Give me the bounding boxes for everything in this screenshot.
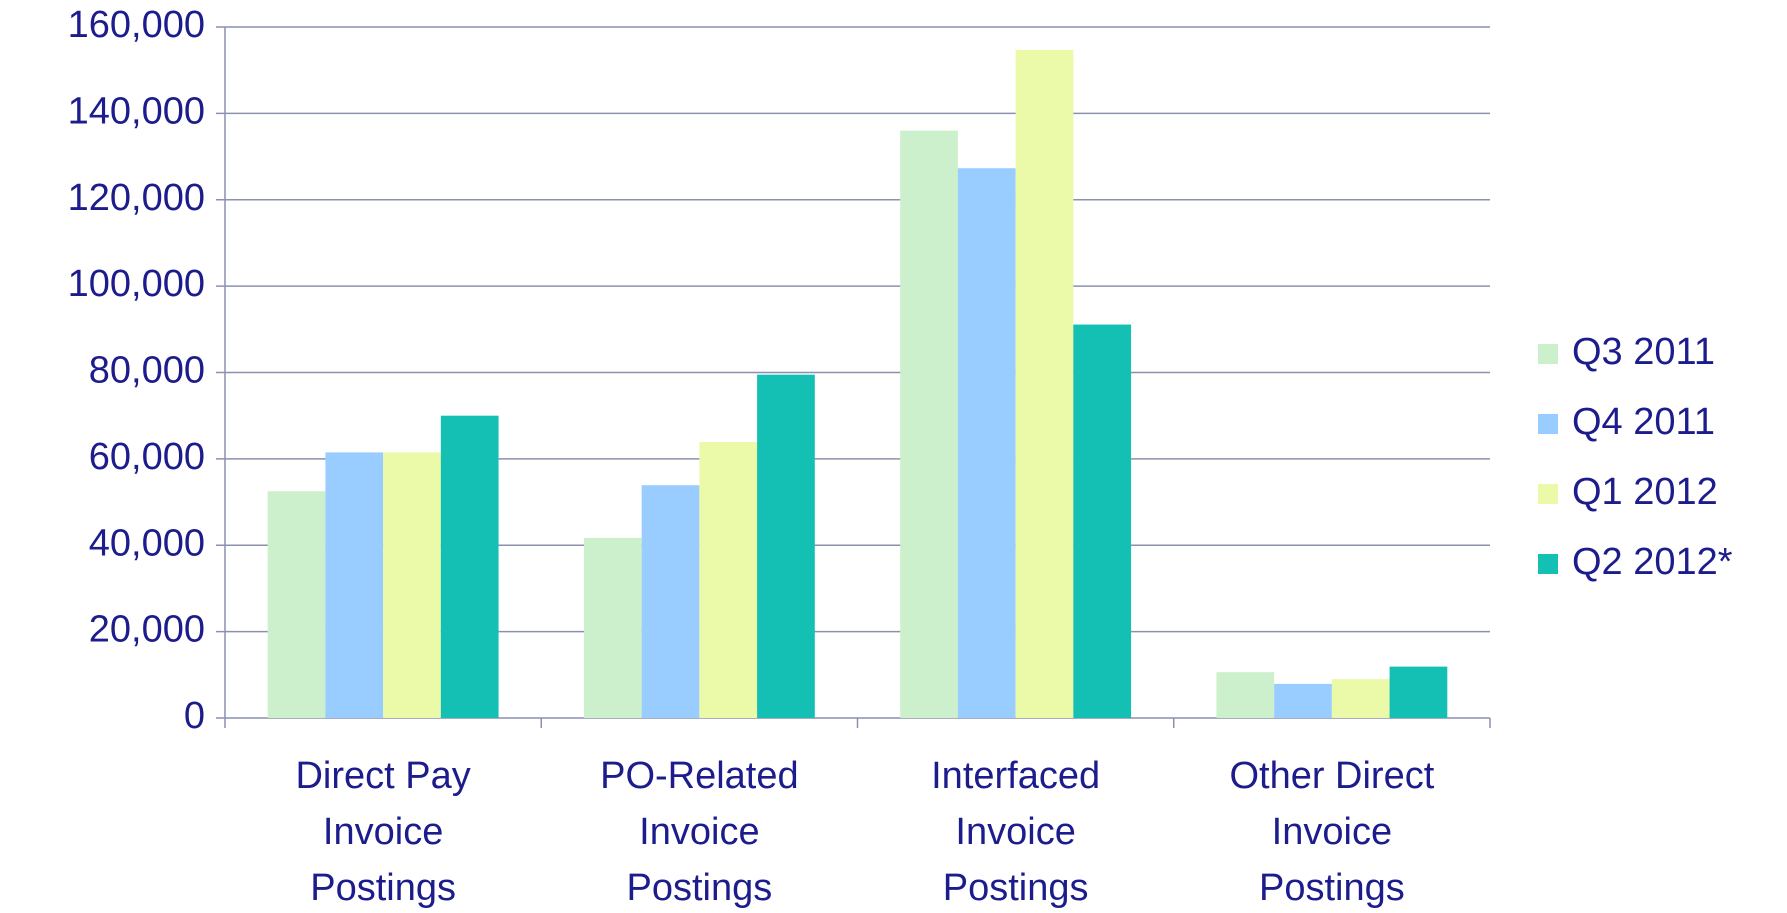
y-tick-label: 40,000 [89,522,205,564]
bar [1073,324,1132,718]
bar [900,130,958,718]
legend-swatch [1538,554,1558,574]
x-tick-label-line: Invoice [955,811,1075,853]
x-tick-label: Interfaced Invoice Postings [931,755,1100,909]
bar [1331,679,1390,718]
y-tick-label: 60,000 [89,436,205,478]
bar [641,485,700,718]
x-tick-label-line: Postings [1259,867,1405,909]
y-tick-label: 20,000 [89,609,205,651]
x-tick-label-line: Invoice [1272,811,1392,853]
y-tick-label: 160,000 [68,4,205,46]
y-tick-label: 0 [184,695,205,737]
x-tick-label: PO-Related Invoice Postings [600,755,799,909]
x-tick-label-line: Interfaced [931,755,1100,797]
y-tick-label: 100,000 [68,263,205,305]
x-tick-label-line: Postings [627,867,773,909]
y-tick-label: 80,000 [89,350,205,392]
x-tick-label-line: Postings [310,867,456,909]
bar [1015,49,1074,718]
legend-label: Q2 2012* [1572,541,1733,583]
bar [1216,672,1275,718]
bar [699,442,758,718]
y-tick-label: 120,000 [68,177,205,219]
x-tick-label-line: Direct Pay [295,755,470,797]
x-tick-label-line: Postings [943,867,1089,909]
bar [440,415,499,718]
legend-swatch [1538,484,1558,504]
bar [957,168,1016,718]
x-tick-label-line: Other Direct [1229,755,1434,797]
bar [383,452,441,718]
legend-label: Q1 2012 [1572,471,1718,513]
x-tick-label-line: Invoice [639,811,759,853]
x-tick-label: Other Direct Invoice Postings [1229,755,1434,909]
bar [757,374,815,718]
bar [267,491,326,718]
legend-label: Q4 2011 [1572,401,1715,443]
bar [583,537,642,718]
legend-label: Q3 2011 [1572,331,1715,373]
bar [1274,683,1332,718]
x-tick-label-line: PO-Related [600,755,799,797]
legend-swatch [1538,344,1558,364]
legend-swatch [1538,414,1558,434]
bar [1389,666,1448,718]
x-tick-label: Direct Pay Invoice Postings [295,755,470,909]
bar [325,452,384,718]
x-tick-label-line: Invoice [323,811,443,853]
y-tick-label: 140,000 [68,90,205,132]
